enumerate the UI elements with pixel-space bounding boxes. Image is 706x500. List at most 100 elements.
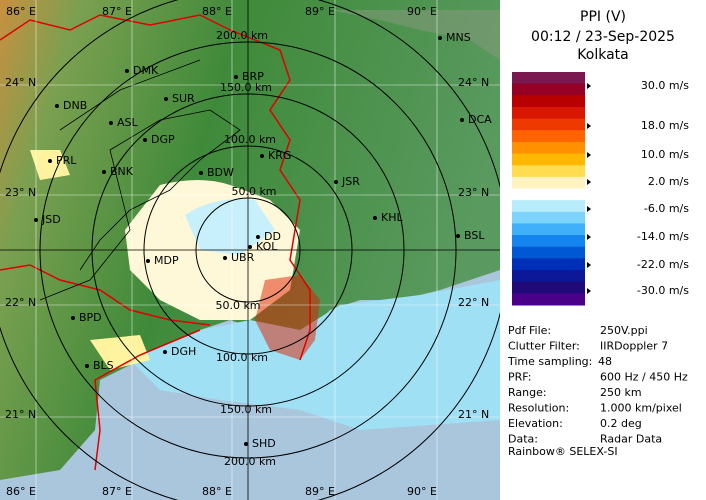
lat-label-left: 24° N — [5, 76, 36, 89]
station-label: SHD — [252, 437, 276, 450]
lon-label-top: 86° E — [6, 5, 36, 18]
info-value: IIRDoppler 7 — [600, 340, 668, 353]
echo-sea — [130, 280, 500, 430]
lon-label-top: 90° E — [407, 5, 437, 18]
station-dot — [244, 442, 248, 446]
echo-west — [30, 150, 70, 180]
station-label: JSD — [41, 213, 61, 226]
range-label-top: 100.0 km — [224, 133, 276, 146]
panel-time: 00:12 / 23-Sep-2025 — [531, 29, 675, 45]
scale-band — [512, 246, 585, 259]
station-label: BDW — [207, 166, 234, 179]
info-key: Elevation: — [508, 417, 563, 430]
scale-band — [512, 153, 585, 166]
scale-arrow — [587, 152, 591, 158]
station-dot — [199, 171, 203, 175]
station-label: DD — [264, 230, 281, 243]
hills — [330, 10, 500, 60]
panel-title: PPI (V) — [580, 9, 626, 25]
range-label-bottom: 50.0 km — [215, 299, 260, 312]
scale-arrow — [587, 206, 591, 212]
scale-band — [512, 235, 585, 248]
info-key: PRF: — [508, 371, 531, 384]
station-label: KHL — [381, 211, 403, 224]
station-label: PRL — [56, 154, 77, 167]
range-label-bottom: 100.0 km — [216, 351, 268, 364]
station-dot — [102, 170, 106, 174]
scale-label: -30.0 m/s — [637, 284, 689, 297]
lon-label-top: 87° E — [102, 5, 132, 18]
station-label: BNK — [110, 165, 134, 178]
station-label: SUR — [172, 92, 195, 105]
station-dot — [256, 235, 260, 239]
lat-label-left: 21° N — [5, 408, 36, 421]
lat-label-left: 22° N — [5, 296, 36, 309]
range-label-top: 200.0 km — [216, 29, 268, 42]
info-value: 250V.ppi — [600, 324, 648, 337]
range-label-top: 150.0 km — [220, 81, 272, 94]
station-label: MDP — [154, 254, 179, 267]
station-label: DMK — [133, 64, 159, 77]
scale-arrow — [587, 262, 591, 268]
station-label: DGP — [151, 133, 175, 146]
scale-band — [512, 293, 585, 306]
station-label: BRP — [242, 70, 264, 83]
info-key: Resolution: — [508, 402, 569, 415]
lat-label-right: 24° N — [458, 76, 489, 89]
range-label-top: 50.0 km — [231, 185, 276, 198]
station-label: KOL — [256, 240, 278, 253]
station-label: BLS — [93, 359, 114, 372]
scale-label: -22.0 m/s — [637, 258, 689, 271]
scale-label: 2.0 m/s — [648, 175, 689, 188]
station-dot — [248, 245, 252, 249]
scale-band — [512, 83, 585, 96]
lon-label-bottom: 90° E — [407, 485, 437, 498]
info-key: Pdf File: — [508, 324, 551, 337]
station-dot — [48, 159, 52, 163]
station-label: BPD — [79, 311, 102, 324]
boundaries — [0, 14, 311, 471]
scale-band — [512, 281, 585, 294]
lat-label-left: 23° N — [5, 186, 36, 199]
lon-label-top: 88° E — [202, 5, 232, 18]
scale-band — [512, 118, 585, 131]
station-label: DGH — [171, 345, 196, 358]
map-labels: 86° E 86° E 87° E 87° E 88° E 88° E 89° E 89° E… — [5, 5, 492, 498]
station-label: BSL — [464, 229, 485, 242]
scale-arrow — [587, 288, 591, 294]
scale-band — [512, 223, 585, 236]
scale-band — [512, 165, 585, 178]
scale-band — [512, 200, 585, 213]
range-label-bottom: 150.0 km — [220, 403, 272, 416]
scale-band — [512, 188, 585, 201]
districts — [39, 59, 241, 301]
range-label-bottom: 200.0 km — [224, 455, 276, 468]
scale-arrow — [587, 234, 591, 240]
scale-label: -6.0 m/s — [644, 202, 689, 215]
scale-band — [512, 130, 585, 143]
station-dot — [34, 218, 38, 222]
station-dot — [85, 364, 89, 368]
lon-label-top: 89° E — [305, 5, 335, 18]
station-label: ASL — [117, 116, 139, 129]
scale-arrow — [587, 123, 591, 129]
scale-band — [512, 72, 585, 85]
scale-band — [512, 211, 585, 224]
info-key: Clutter Filter: — [508, 340, 580, 353]
echo-southwest — [90, 335, 150, 370]
footer: Rainbow® SELEX-SI — [508, 445, 618, 458]
scale-label: -14.0 m/s — [637, 230, 689, 243]
scale-arrow — [587, 83, 591, 89]
info-value: 48 — [598, 355, 612, 368]
station-dot — [164, 97, 168, 101]
station-label: KRG — [268, 149, 291, 162]
scale-band — [512, 176, 585, 189]
station-label: MNS — [446, 31, 471, 44]
station-label: UBR — [231, 251, 255, 264]
info-key: Time sampling: — [507, 355, 592, 368]
scale-band — [512, 270, 585, 283]
station-dot — [438, 36, 442, 40]
station-dot — [146, 259, 150, 263]
scale-arrow — [587, 179, 591, 185]
scale-band — [512, 258, 585, 271]
